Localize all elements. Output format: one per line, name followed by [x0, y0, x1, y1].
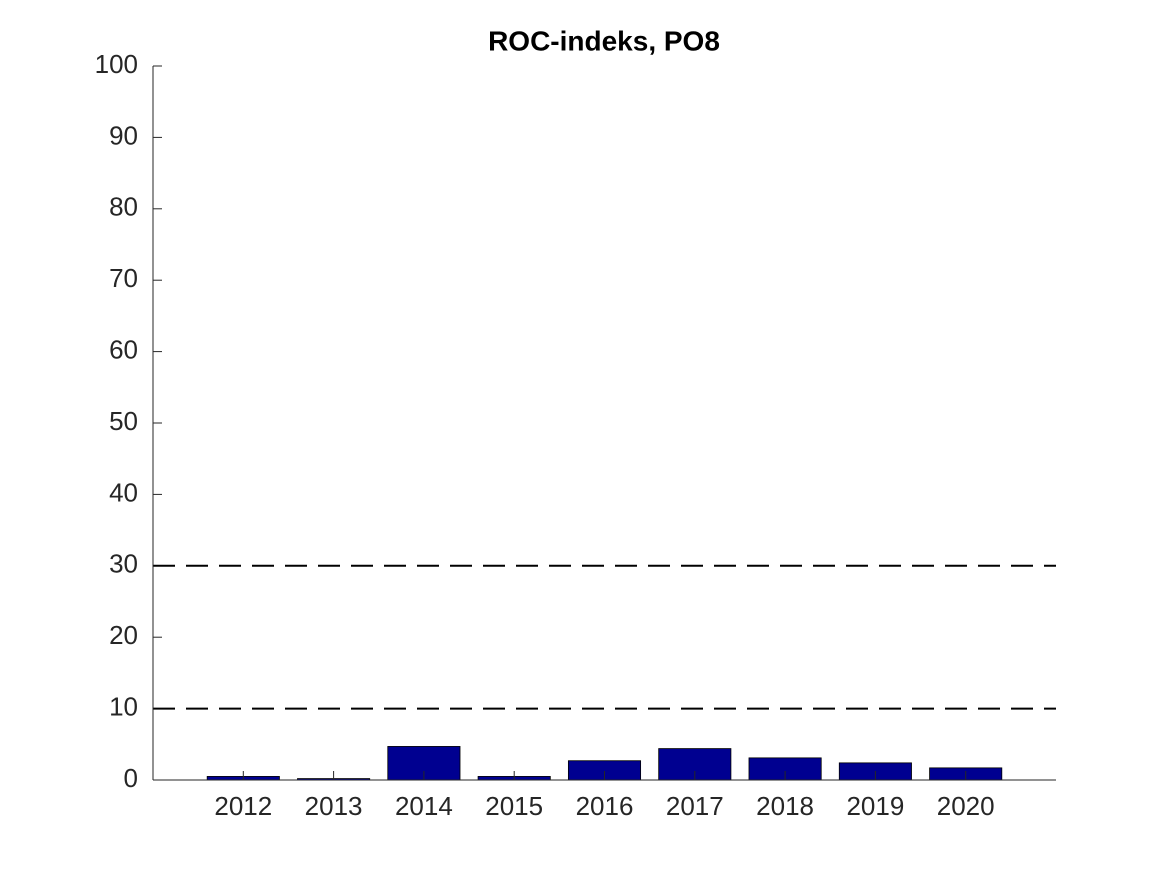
x-tick-label: 2015 — [485, 791, 543, 821]
x-tick-label: 2013 — [305, 791, 363, 821]
x-tick-label: 2017 — [666, 791, 724, 821]
x-tick-label: 2016 — [576, 791, 634, 821]
y-tick-label: 80 — [109, 192, 138, 222]
y-tick-label: 0 — [124, 763, 138, 793]
y-tick-label: 100 — [95, 49, 138, 79]
y-tick-label: 70 — [109, 263, 138, 293]
y-tick-label: 40 — [109, 477, 138, 507]
x-tick-label: 2018 — [756, 791, 814, 821]
x-tick-label: 2012 — [214, 791, 272, 821]
y-tick-label: 90 — [109, 120, 138, 150]
x-tick-label: 2019 — [846, 791, 904, 821]
y-tick-label: 30 — [109, 549, 138, 579]
x-tick-label: 2020 — [937, 791, 995, 821]
y-tick-label: 50 — [109, 406, 138, 436]
chart-title: ROC-indeks, PO8 — [488, 25, 720, 56]
y-tick-label: 20 — [109, 620, 138, 650]
y-tick-label: 60 — [109, 334, 138, 364]
y-tick-label: 10 — [109, 691, 138, 721]
x-tick-label: 2014 — [395, 791, 453, 821]
